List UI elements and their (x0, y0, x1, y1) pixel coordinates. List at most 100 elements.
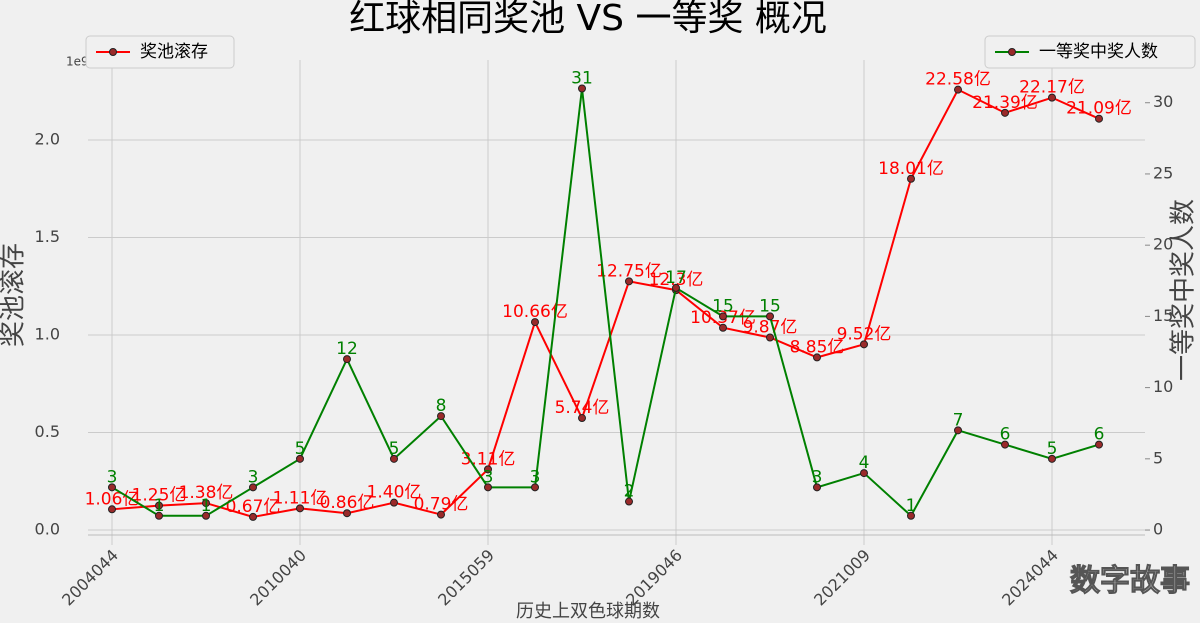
data-label: 3 (530, 467, 541, 487)
data-label: 22.58亿 (925, 70, 991, 90)
point (813, 483, 821, 492)
point (484, 465, 492, 474)
y2-tick-label: 15 (1153, 306, 1173, 325)
data-label: 15 (759, 296, 781, 316)
data-label: 8.85亿 (790, 337, 845, 357)
data-label: 3 (812, 467, 823, 487)
data-label: 1.11亿 (273, 488, 328, 508)
data-label: 5.74亿 (555, 398, 610, 418)
y2-tick-label: 20 (1153, 235, 1173, 254)
point (484, 483, 492, 492)
y-tick-label: 1.5 (35, 227, 60, 246)
data-label: 5 (295, 439, 306, 459)
point (1048, 93, 1056, 102)
point (719, 323, 727, 332)
point (390, 454, 398, 463)
data-label: 3.11亿 (461, 449, 516, 469)
data-label: 21.39亿 (972, 93, 1038, 113)
data-label: 5 (1047, 439, 1058, 459)
series-line (111, 88, 1100, 518)
point (249, 483, 257, 492)
y2-tick-label: 30 (1153, 92, 1173, 111)
data-label: 21.09亿 (1066, 99, 1132, 119)
point (954, 85, 962, 94)
point (343, 355, 351, 364)
point (1001, 440, 1009, 449)
data-label: 10.66亿 (502, 302, 568, 322)
y-tick-label: 0.0 (35, 519, 60, 538)
y2-tick-label: 25 (1153, 163, 1173, 182)
data-label: 17 (665, 268, 687, 288)
point (672, 283, 680, 292)
point (813, 353, 821, 362)
y-tick-label: 0.5 (35, 422, 60, 441)
series-line (111, 88, 1100, 518)
point (296, 504, 304, 513)
legend-label: 奖池滚存 (140, 42, 208, 62)
y2-tick-label: 10 (1153, 377, 1173, 396)
data-label: 1 (154, 496, 165, 516)
legend-label: 一等奖中奖人数 (1039, 42, 1158, 62)
data-label: 6 (1000, 425, 1011, 445)
data-label: 1 (906, 496, 917, 516)
data-label: 31 (571, 68, 593, 88)
point (390, 498, 398, 507)
point (766, 333, 774, 342)
y2-axis-label: 一等奖中奖人数 (1169, 199, 1199, 381)
data-label: 18.01亿 (878, 159, 944, 179)
point (766, 312, 774, 321)
point (531, 318, 539, 327)
y-tick-label: 2.0 (35, 129, 60, 148)
data-label: 4 (859, 453, 870, 473)
data-label: 5 (389, 439, 400, 459)
data-label: 3 (483, 467, 494, 487)
y2-tick-label: 5 (1153, 448, 1163, 467)
data-label: 0.86亿 (320, 493, 375, 513)
point (155, 501, 163, 510)
point (108, 505, 116, 514)
x-axis-label: 历史上双色球期数 (516, 601, 660, 622)
legend-box (85, 35, 235, 69)
point (1095, 114, 1103, 123)
data-label: 1 (201, 496, 212, 516)
point (625, 277, 633, 286)
point (578, 414, 586, 423)
data-label: 12 (336, 339, 358, 359)
legend-marker (109, 48, 117, 56)
data-label: 15 (712, 296, 734, 316)
data-label: 1.25亿 (132, 486, 187, 506)
point (1048, 454, 1056, 463)
point (954, 426, 962, 435)
legend-marker (1008, 48, 1016, 56)
data-label: 7 (953, 410, 964, 430)
point (1095, 440, 1103, 449)
data-label: 1.40亿 (367, 483, 422, 503)
point (578, 84, 586, 93)
point (343, 509, 351, 518)
point (860, 340, 868, 349)
point (907, 174, 915, 183)
data-label: 22.17亿 (1019, 78, 1085, 98)
point (108, 483, 116, 492)
data-label: 6 (1094, 425, 1105, 445)
point (437, 510, 445, 519)
point (249, 512, 257, 521)
y2-tick-label: 0 (1153, 520, 1163, 539)
data-label: 9.87亿 (743, 318, 798, 338)
data-label: 12.75亿 (596, 261, 662, 281)
point (202, 511, 210, 520)
point (531, 483, 539, 492)
point (437, 412, 445, 421)
legend-box (984, 35, 1196, 69)
data-label: 9.52亿 (837, 324, 892, 344)
point (296, 454, 304, 463)
point (860, 469, 868, 478)
data-label: 0.79亿 (414, 495, 469, 515)
axis-offset: 1e9 (66, 55, 89, 69)
point (202, 499, 210, 508)
y-axis-label: 奖池滚存 (0, 243, 29, 347)
chart-title: 红球相同奖池 VS 一等奖 概况 (349, 0, 827, 39)
y-tick-label: 1.0 (35, 324, 60, 343)
